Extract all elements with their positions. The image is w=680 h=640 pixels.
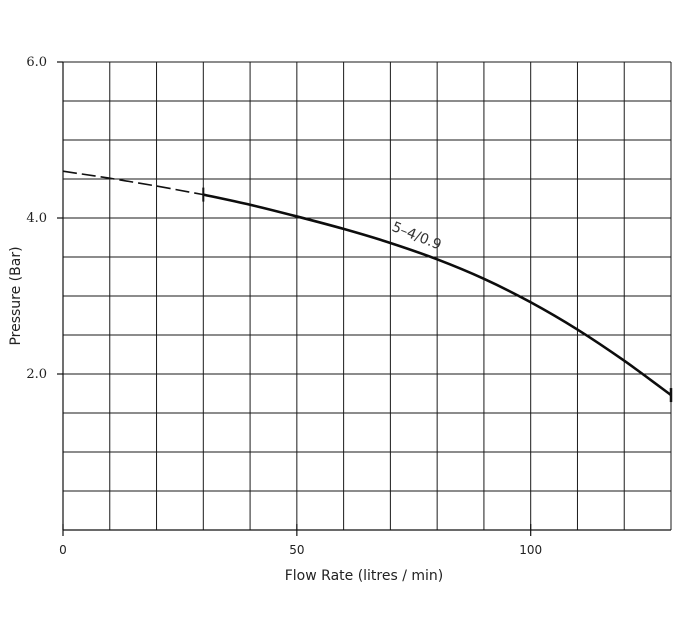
y-axis-title: Pressure (Bar) [8,246,24,345]
tick-labels: 2.0 4.0 6.0 0 50 100 [26,55,542,557]
y-tick-label: 4.0 [26,211,47,226]
y-tick-label: 6.0 [26,55,47,70]
x-axis-title: Flow Rate (litres / min) [285,568,444,584]
series [62,170,673,403]
measured-curve-line [203,193,672,397]
x-tick-label: 50 [289,543,304,557]
extrapolated-curve-line [62,170,204,196]
y-tick-label: 2.0 [26,367,47,382]
grid [63,61,672,530]
x-tick-label: 0 [59,543,67,557]
x-tick-label: 100 [519,543,542,557]
axes [62,62,671,531]
series-label: 5–4/0.9 [389,219,443,253]
